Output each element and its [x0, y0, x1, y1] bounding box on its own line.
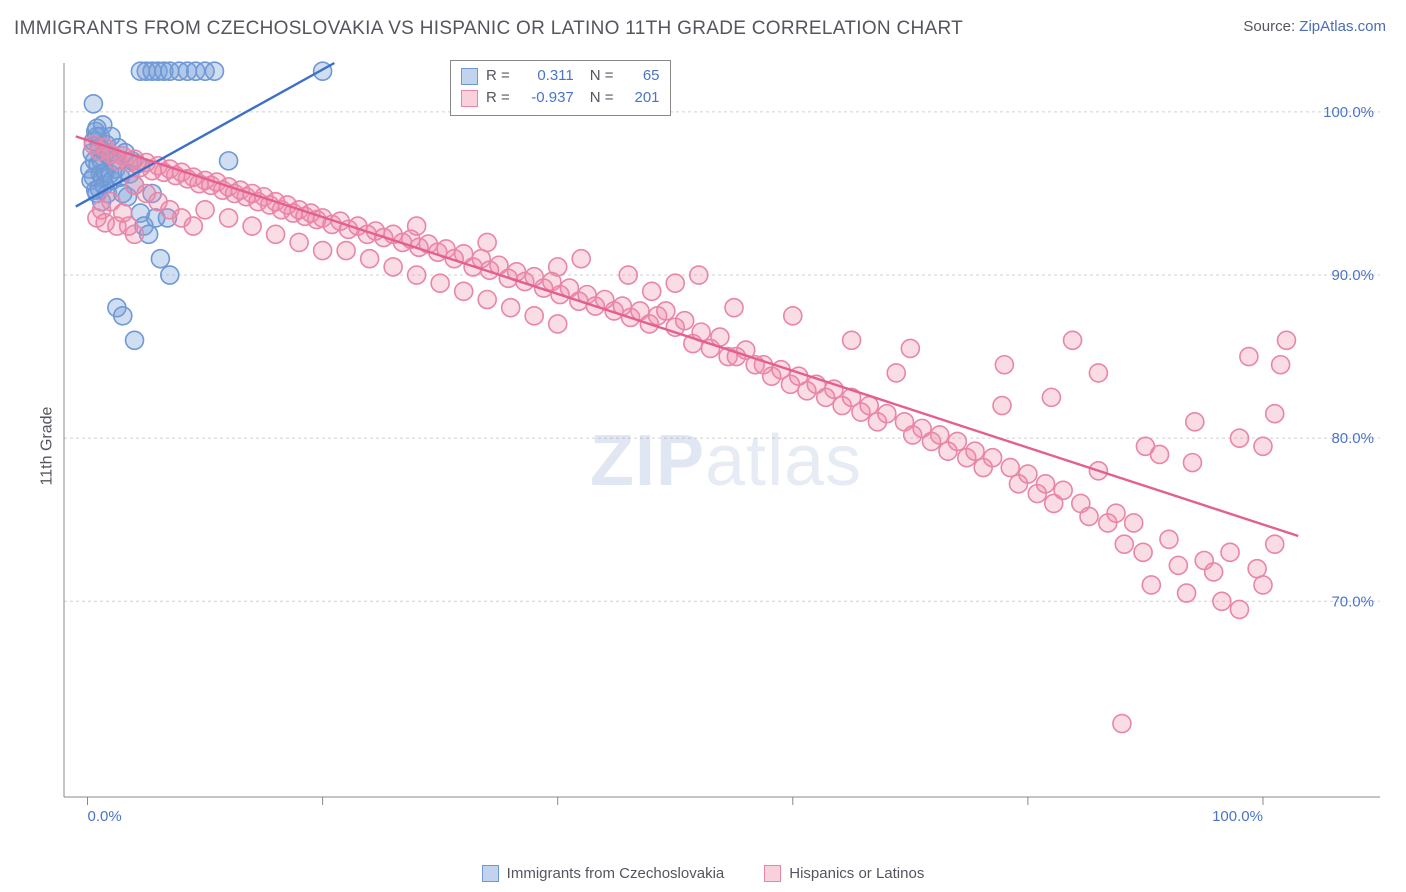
svg-text:100.0%: 100.0%: [1323, 104, 1374, 121]
svg-text:90.0%: 90.0%: [1331, 267, 1374, 284]
svg-text:100.0%: 100.0%: [1212, 808, 1263, 825]
swatch-blue-icon: [461, 68, 478, 85]
swatch-blue-icon: [482, 865, 499, 882]
svg-text:0.0%: 0.0%: [88, 808, 122, 825]
source-link[interactable]: ZipAtlas.com: [1299, 18, 1386, 35]
chart-title: IMMIGRANTS FROM CZECHOSLOVAKIA VS HISPAN…: [14, 18, 963, 40]
source-credit: Source: ZipAtlas.com: [1243, 18, 1386, 35]
r-value-blue: 0.311: [518, 65, 574, 87]
legend-label-pink: Hispanics or Latinos: [789, 865, 924, 882]
legend-item-pink: Hispanics or Latinos: [764, 865, 924, 882]
bottom-legend: Immigrants from Czechoslovakia Hispanics…: [0, 865, 1406, 882]
r-value-pink: -0.937: [518, 87, 574, 109]
n-label: N =: [590, 87, 614, 109]
legend-item-blue: Immigrants from Czechoslovakia: [482, 865, 725, 882]
plot-area: 70.0%80.0%90.0%100.0%0.0%100.0% ZIPatlas: [50, 55, 1380, 825]
r-label: R =: [486, 65, 510, 87]
stats-legend: R = 0.311 N = 65 R = -0.937 N = 201: [450, 60, 671, 116]
n-label: N =: [590, 65, 614, 87]
r-label: R =: [486, 87, 510, 109]
svg-text:80.0%: 80.0%: [1331, 430, 1374, 447]
n-value-blue: 65: [622, 65, 660, 87]
swatch-pink-icon: [461, 90, 478, 107]
stats-row-blue: R = 0.311 N = 65: [461, 65, 660, 87]
n-value-pink: 201: [622, 87, 660, 109]
scatter-chart: 70.0% 80.0% 90.0% 100.0% 0.0% 100.0%: [50, 55, 1380, 825]
legend-label-blue: Immigrants from Czechoslovakia: [507, 865, 725, 882]
stats-row-pink: R = -0.937 N = 201: [461, 87, 660, 109]
svg-text:70.0%: 70.0%: [1331, 593, 1374, 610]
source-label: Source:: [1243, 18, 1295, 35]
swatch-pink-icon: [764, 865, 781, 882]
